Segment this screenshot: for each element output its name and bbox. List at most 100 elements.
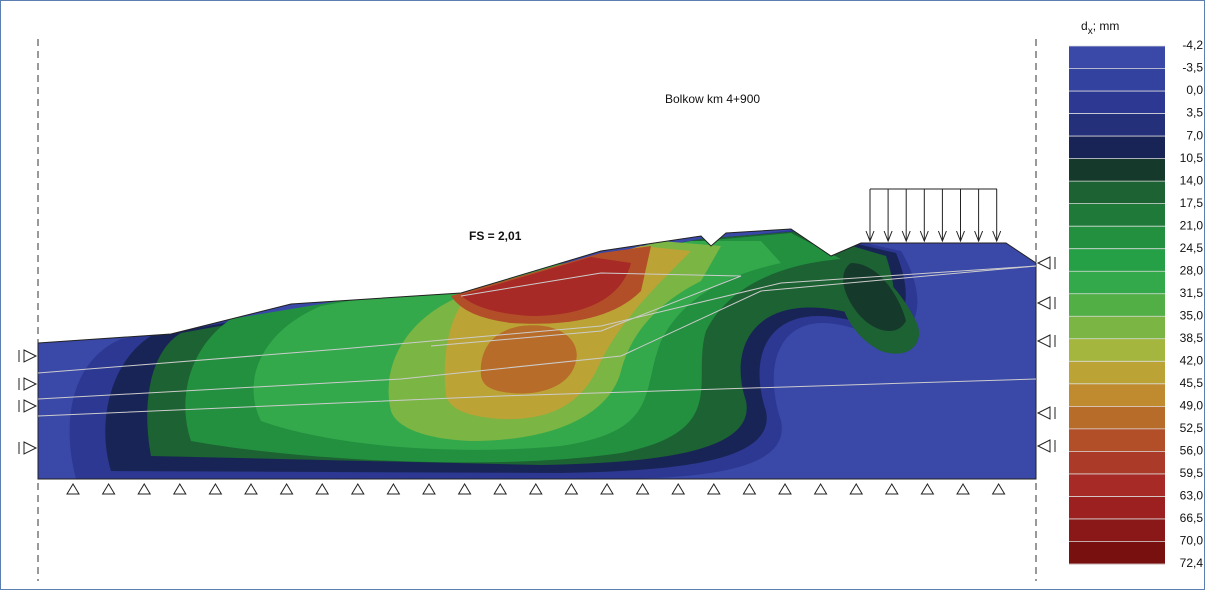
legend-symbol: d bbox=[1081, 19, 1088, 33]
legend-subscript: x bbox=[1088, 26, 1093, 37]
legend-label: 52,5 bbox=[1180, 421, 1204, 435]
pin-support bbox=[742, 483, 757, 495]
legend-label: 42,0 bbox=[1180, 353, 1204, 367]
roller-support bbox=[1036, 334, 1051, 348]
pin-support bbox=[884, 483, 899, 495]
pin-support bbox=[279, 483, 294, 495]
pin-support bbox=[528, 483, 543, 495]
load-arrow-head bbox=[974, 230, 984, 243]
legend-swatch bbox=[1069, 338, 1165, 362]
pin-support bbox=[706, 483, 721, 495]
legend-label: 10,5 bbox=[1180, 151, 1204, 165]
legend-swatch bbox=[1069, 406, 1165, 430]
roller-support bbox=[23, 399, 38, 413]
legend-label: 38,5 bbox=[1180, 331, 1204, 345]
legend-label: 70,0 bbox=[1180, 534, 1204, 548]
pin-support bbox=[208, 483, 223, 495]
legend-label: 49,0 bbox=[1180, 399, 1204, 413]
load-arrow-head bbox=[865, 230, 875, 243]
pin-support bbox=[564, 483, 579, 495]
legend-swatch bbox=[1069, 181, 1165, 205]
pin-support bbox=[635, 483, 650, 495]
legend-swatch bbox=[1069, 518, 1165, 542]
legend-swatch bbox=[1069, 91, 1165, 115]
legend-label: 7,0 bbox=[1186, 128, 1203, 142]
legend-label: 56,0 bbox=[1180, 444, 1204, 458]
legend-swatch bbox=[1069, 451, 1165, 475]
contour-field bbox=[38, 229, 1036, 479]
legend-swatch bbox=[1069, 541, 1165, 565]
legend-swatch bbox=[1069, 428, 1165, 452]
roller-support bbox=[1036, 406, 1051, 420]
pin-support bbox=[172, 483, 187, 495]
section-title: Bolkow km 4+900 bbox=[665, 92, 760, 106]
legend-label: 28,0 bbox=[1180, 263, 1204, 277]
legend-swatch bbox=[1069, 316, 1165, 340]
roller-support bbox=[23, 349, 38, 363]
roller-support bbox=[1036, 439, 1051, 453]
legend-swatch bbox=[1069, 136, 1165, 160]
supports bbox=[18, 256, 1056, 495]
load-arrow-head bbox=[956, 230, 965, 243]
pin-support bbox=[66, 483, 80, 495]
legend-unit: ; mm bbox=[1093, 19, 1120, 33]
legend-label: 14,0 bbox=[1180, 173, 1204, 187]
legend-swatch bbox=[1069, 113, 1165, 137]
pin-support bbox=[493, 483, 508, 495]
pin-support bbox=[849, 483, 864, 495]
pin-support bbox=[956, 483, 970, 495]
legend-swatch bbox=[1069, 496, 1165, 520]
legend-swatch bbox=[1069, 293, 1165, 317]
legend: -4,2 -3,5 0,0 3,5 7,0 10,5 14,0 17,5 21,0 24,5 28,… bbox=[1069, 38, 1203, 570]
pin-support bbox=[386, 483, 401, 495]
roller-support bbox=[1036, 256, 1051, 270]
legend-label: 35,0 bbox=[1180, 308, 1204, 322]
pin-support bbox=[350, 483, 365, 495]
legend-label: 3,5 bbox=[1186, 106, 1203, 120]
legend-label: 72,4 bbox=[1180, 556, 1204, 570]
legend-title: dx; mm bbox=[1081, 19, 1119, 36]
legend-swatch bbox=[1069, 226, 1165, 250]
load-arrow-head bbox=[937, 230, 947, 243]
load-arrow-head bbox=[883, 230, 893, 243]
legend-swatch bbox=[1069, 46, 1165, 70]
domain-outline bbox=[37, 228, 1037, 480]
legend-label: 21,0 bbox=[1180, 218, 1204, 232]
legend-swatch bbox=[1069, 473, 1165, 497]
legend-label: 31,5 bbox=[1180, 286, 1204, 300]
pin-support bbox=[813, 483, 828, 495]
pin-support bbox=[101, 483, 116, 495]
legend-label: 24,5 bbox=[1180, 241, 1204, 255]
legend-swatch bbox=[1069, 158, 1165, 182]
legend-label: 59,5 bbox=[1180, 466, 1204, 480]
pin-support bbox=[778, 483, 792, 495]
pin-support bbox=[422, 483, 436, 495]
legend-swatch bbox=[1069, 361, 1165, 385]
pin-support bbox=[671, 483, 686, 495]
roller-support bbox=[23, 441, 38, 455]
load-arrows bbox=[865, 188, 1002, 243]
load-arrow-head bbox=[992, 230, 1002, 243]
legend-label: 66,5 bbox=[1180, 511, 1204, 525]
legend-swatch bbox=[1069, 68, 1165, 92]
roller-support bbox=[1036, 296, 1051, 310]
load-arrow-head bbox=[919, 230, 929, 243]
legend-label: 17,5 bbox=[1180, 196, 1204, 210]
legend-label: 63,0 bbox=[1180, 489, 1204, 503]
legend-swatch bbox=[1069, 383, 1165, 407]
safety-factor: FS = 2,01 bbox=[469, 229, 522, 243]
pin-support bbox=[920, 483, 935, 495]
legend-label: 0,0 bbox=[1186, 83, 1203, 97]
legend-swatch bbox=[1069, 248, 1165, 272]
pin-support bbox=[991, 483, 1006, 495]
roller-support bbox=[23, 377, 38, 391]
pin-support bbox=[457, 483, 472, 495]
pin-support bbox=[137, 483, 152, 495]
load-arrow-head bbox=[901, 230, 911, 243]
legend-swatch bbox=[1069, 203, 1165, 227]
layer-lines bbox=[37, 265, 1037, 417]
legend-label: 45,5 bbox=[1180, 376, 1204, 390]
pin-support bbox=[315, 483, 330, 495]
